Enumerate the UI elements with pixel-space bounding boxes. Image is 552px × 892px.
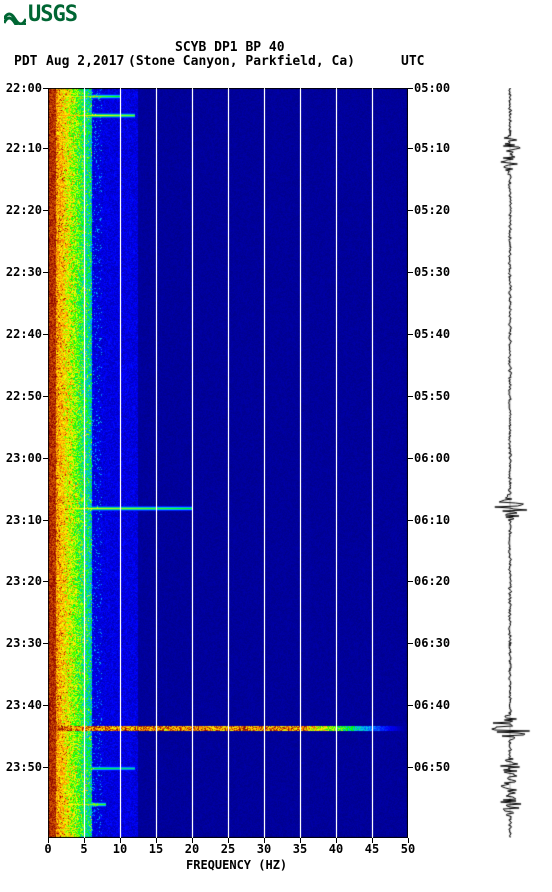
left-timezone-label: PDT bbox=[14, 54, 37, 69]
x-axis-label: FREQUENCY (HZ) bbox=[186, 858, 287, 872]
tick-mark bbox=[43, 88, 48, 89]
right-time-tick: 05:30 bbox=[414, 265, 450, 279]
right-time-tick: 05:20 bbox=[414, 203, 450, 217]
waveform-plot bbox=[480, 88, 540, 838]
tick-mark bbox=[48, 838, 49, 843]
right-time-tick: 05:50 bbox=[414, 389, 450, 403]
right-time-tick: 05:10 bbox=[414, 141, 450, 155]
tick-mark bbox=[43, 272, 48, 273]
tick-mark bbox=[192, 838, 193, 843]
grid-line bbox=[228, 88, 229, 838]
x-tick: 20 bbox=[184, 842, 200, 856]
left-time-tick: 22:20 bbox=[6, 203, 42, 217]
tick-mark bbox=[43, 334, 48, 335]
x-tick: 10 bbox=[112, 842, 128, 856]
tick-mark bbox=[43, 458, 48, 459]
tick-mark bbox=[408, 705, 413, 706]
left-time-tick: 22:00 bbox=[6, 81, 42, 95]
grid-line bbox=[372, 88, 373, 838]
tick-mark bbox=[156, 838, 157, 843]
grid-line bbox=[192, 88, 193, 838]
tick-mark bbox=[264, 838, 265, 843]
right-time-tick: 05:00 bbox=[414, 81, 450, 95]
left-time-tick: 23:30 bbox=[6, 636, 42, 650]
tick-mark bbox=[43, 210, 48, 211]
tick-mark bbox=[408, 458, 413, 459]
tick-mark bbox=[84, 838, 85, 843]
tick-mark bbox=[43, 581, 48, 582]
grid-line bbox=[156, 88, 157, 838]
left-time-tick: 23:40 bbox=[6, 698, 42, 712]
right-time-tick: 05:40 bbox=[414, 327, 450, 341]
left-time-tick: 23:10 bbox=[6, 513, 42, 527]
grid-line bbox=[84, 88, 85, 838]
tick-mark bbox=[228, 838, 229, 843]
left-time-tick: 22:30 bbox=[6, 265, 42, 279]
grid-line bbox=[300, 88, 301, 838]
left-time-tick: 23:20 bbox=[6, 574, 42, 588]
grid-line bbox=[264, 88, 265, 838]
tick-mark bbox=[300, 838, 301, 843]
grid-line bbox=[336, 88, 337, 838]
tick-mark bbox=[372, 838, 373, 843]
tick-mark bbox=[408, 210, 413, 211]
wave-icon bbox=[4, 6, 26, 24]
left-time-tick: 23:00 bbox=[6, 451, 42, 465]
right-time-tick: 06:10 bbox=[414, 513, 450, 527]
tick-mark bbox=[43, 148, 48, 149]
x-tick: 25 bbox=[220, 842, 236, 856]
x-tick: 15 bbox=[148, 842, 164, 856]
right-time-tick: 06:30 bbox=[414, 636, 450, 650]
x-tick: 45 bbox=[364, 842, 380, 856]
usgs-logo: USGS bbox=[4, 2, 77, 27]
tick-mark bbox=[408, 520, 413, 521]
left-time-tick: 22:40 bbox=[6, 327, 42, 341]
tick-mark bbox=[408, 334, 413, 335]
tick-mark bbox=[120, 838, 121, 843]
spectrogram-plot: 22:0005:0022:1005:1022:2005:2022:3005:30… bbox=[48, 88, 408, 838]
tick-mark bbox=[408, 643, 413, 644]
x-tick: 35 bbox=[292, 842, 308, 856]
chart-title: SCYB DP1 BP 40 bbox=[175, 40, 285, 55]
tick-mark bbox=[43, 767, 48, 768]
right-time-tick: 06:20 bbox=[414, 574, 450, 588]
left-time-tick: 22:10 bbox=[6, 141, 42, 155]
tick-mark bbox=[408, 581, 413, 582]
x-tick: 50 bbox=[400, 842, 416, 856]
tick-mark bbox=[408, 396, 413, 397]
tick-mark bbox=[43, 643, 48, 644]
tick-mark bbox=[408, 838, 409, 843]
tick-mark bbox=[43, 520, 48, 521]
x-tick: 5 bbox=[76, 842, 92, 856]
x-tick: 40 bbox=[328, 842, 344, 856]
grid-line bbox=[120, 88, 121, 838]
tick-mark bbox=[336, 838, 337, 843]
right-timezone-label: UTC bbox=[401, 54, 424, 69]
x-tick: 30 bbox=[256, 842, 272, 856]
right-time-tick: 06:00 bbox=[414, 451, 450, 465]
tick-mark bbox=[43, 705, 48, 706]
date-label: Aug 2,2017 bbox=[46, 54, 124, 69]
tick-mark bbox=[408, 148, 413, 149]
logo-text: USGS bbox=[28, 2, 77, 27]
tick-mark bbox=[408, 88, 413, 89]
tick-mark bbox=[408, 272, 413, 273]
tick-mark bbox=[408, 767, 413, 768]
location-label: (Stone Canyon, Parkfield, Ca) bbox=[128, 54, 355, 69]
right-time-tick: 06:40 bbox=[414, 698, 450, 712]
left-time-tick: 23:50 bbox=[6, 760, 42, 774]
right-time-tick: 06:50 bbox=[414, 760, 450, 774]
tick-mark bbox=[43, 396, 48, 397]
left-time-tick: 22:50 bbox=[6, 389, 42, 403]
x-tick: 0 bbox=[40, 842, 56, 856]
waveform-canvas bbox=[480, 88, 540, 838]
